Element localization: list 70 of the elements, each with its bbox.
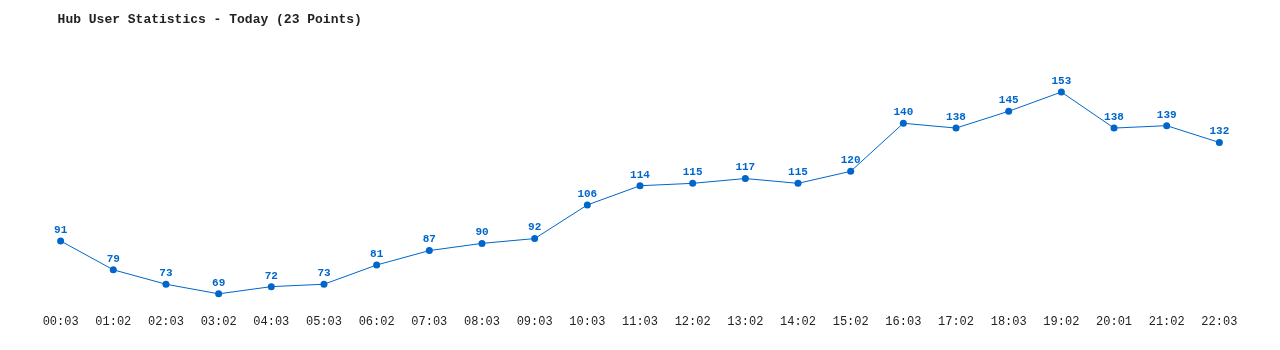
x-tick-label: 15:02 (832, 315, 869, 329)
data-label: 132 (1209, 125, 1230, 138)
point (425, 247, 433, 255)
chart-title: Hub User Statistics - Today (23 Points) (57, 12, 362, 28)
point (267, 283, 275, 291)
x-tick-label: 20:01 (1096, 315, 1133, 329)
point (952, 124, 960, 132)
point (1215, 138, 1223, 146)
x-tick-label: 22:03 (1201, 315, 1238, 329)
data-label: 73 (159, 267, 173, 280)
x-tick-label: 05:03 (305, 315, 342, 329)
x-tick-label: 14:02 (780, 315, 817, 329)
data-label: 117 (735, 161, 756, 174)
x-tick-label: 10:03 (569, 315, 606, 329)
x-tick-label: 13:02 (727, 315, 764, 329)
x-tick-label: 01:02 (95, 315, 132, 329)
x-tick-label: 02:03 (147, 315, 184, 329)
point (109, 266, 117, 274)
data-label: 72 (264, 269, 278, 282)
data-label: 114 (630, 168, 651, 181)
x-tick-label: 12:02 (674, 315, 711, 329)
x-tick-label: 11:03 (621, 315, 659, 329)
point (583, 201, 591, 209)
point (899, 119, 907, 127)
x-tick-label: 08:03 (463, 315, 500, 329)
data-label: 139 (1156, 108, 1177, 121)
point (57, 237, 65, 245)
x-tick-label: 07:03 (411, 315, 448, 329)
point (636, 182, 644, 190)
point (373, 261, 381, 269)
data-label: 90 (475, 226, 489, 239)
point (741, 175, 749, 183)
point (1163, 122, 1171, 130)
data-label: 145 (998, 94, 1019, 107)
data-label: 115 (788, 166, 809, 179)
data-label: 81 (370, 247, 384, 260)
data-label: 115 (682, 166, 703, 179)
point (162, 280, 170, 288)
x-tick-label: 19:02 (1043, 315, 1080, 329)
x-tick-label: 03:02 (200, 315, 237, 329)
data-label: 140 (893, 106, 914, 119)
point (215, 290, 223, 298)
data-label: 91 (54, 223, 68, 236)
x-tick-label: 04:03 (253, 315, 290, 329)
point (1005, 107, 1013, 115)
data-label: 106 (577, 187, 598, 200)
x-tick-label: 16:03 (885, 315, 922, 329)
data-label: 138 (946, 110, 967, 123)
point (689, 179, 697, 187)
x-tick-label: 17:02 (938, 315, 975, 329)
point (320, 280, 328, 288)
point (1110, 124, 1118, 132)
x-tick-label: 21:02 (1148, 315, 1185, 329)
data-label: 92 (528, 221, 542, 234)
data-label: 69 (212, 276, 226, 289)
data-label: 73 (317, 267, 331, 280)
point (531, 235, 539, 243)
point (1057, 88, 1065, 96)
point (478, 239, 486, 247)
x-tick-label: 06:02 (358, 315, 395, 329)
x-tick-label: 00:03 (42, 315, 79, 329)
point (794, 179, 802, 187)
data-label: 79 (106, 252, 120, 265)
data-label: 153 (1051, 74, 1072, 87)
x-tick-label: 09:03 (516, 315, 553, 329)
point (847, 167, 855, 175)
x-tick-label: 18:03 (990, 315, 1027, 329)
data-label: 87 (422, 233, 436, 246)
data-label: 138 (1104, 110, 1125, 123)
data-label: 120 (840, 154, 861, 167)
